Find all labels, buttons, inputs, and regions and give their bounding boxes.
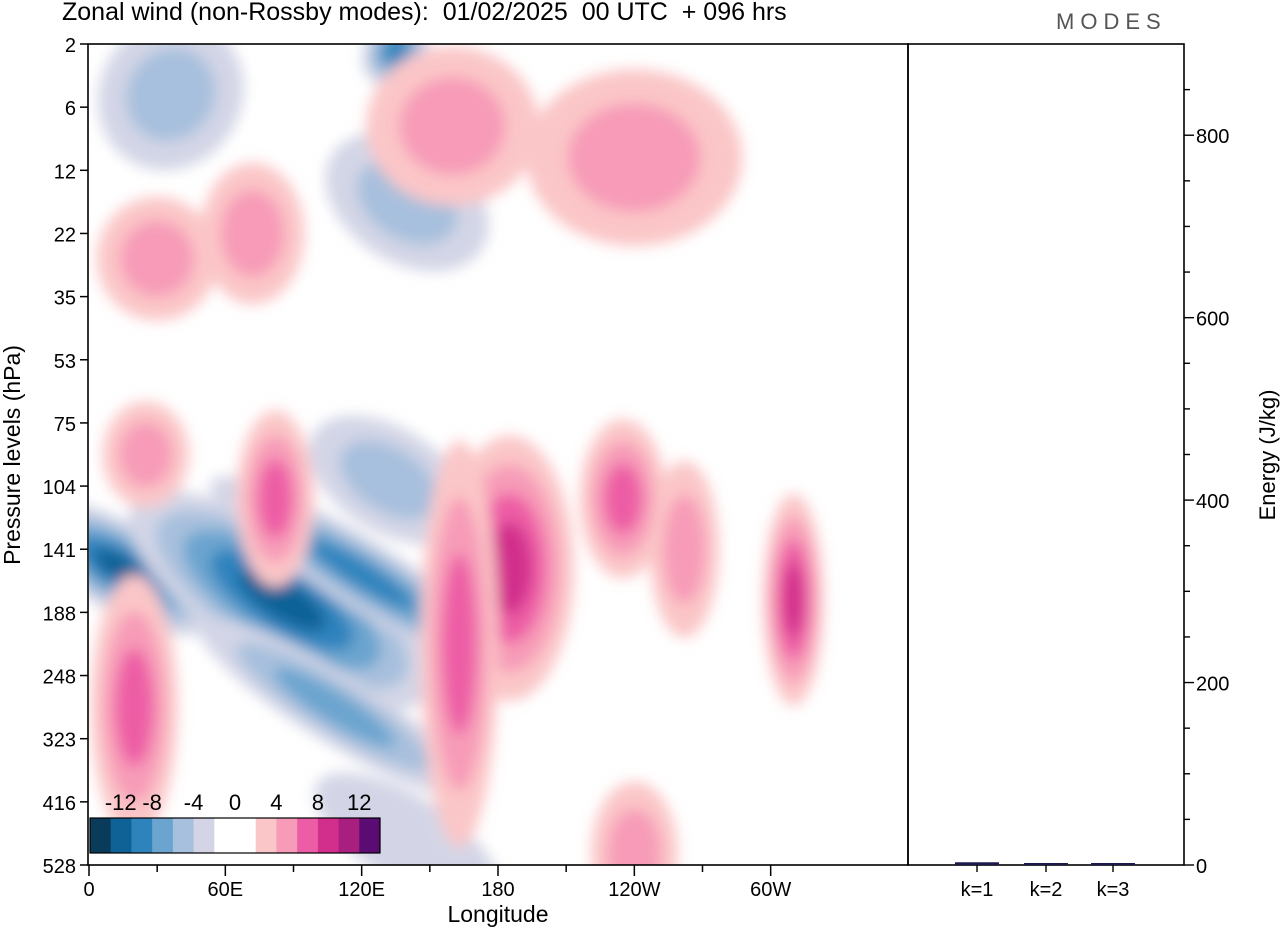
- y-tick-label: 188: [43, 603, 76, 625]
- westerly-contour-23-1: [119, 220, 195, 297]
- energy-axis-label: Energy (J/kg): [1255, 390, 1280, 521]
- colorbar-swatch: [359, 818, 381, 853]
- colorbar-label: 0: [229, 790, 241, 815]
- x-tick-label: 120E: [338, 879, 385, 901]
- westerly-contour-24-1: [607, 808, 661, 865]
- y-axis-label: Pressure levels (hPa): [0, 345, 25, 565]
- colorbar-swatch: [317, 818, 340, 853]
- colorbar-swatch: [297, 818, 319, 853]
- westerly-contour-13-2: [442, 553, 477, 735]
- x-tick-label: 180: [481, 879, 514, 901]
- colorbar-label: 12: [347, 790, 371, 815]
- westerly-contour-14-2: [603, 463, 643, 535]
- x-tick-label: 120W: [608, 879, 660, 901]
- energy-category-label: k=2: [1030, 879, 1063, 901]
- colorbar-label: 4: [270, 790, 282, 815]
- y-tick-label: 141: [43, 540, 76, 562]
- colorbar-label: -8: [142, 790, 162, 815]
- colorbar-swatch: [338, 818, 360, 853]
- energy-tick-label: 800: [1196, 126, 1229, 148]
- westerly-contour-19-1: [119, 421, 173, 488]
- energy-category-label: k=3: [1097, 879, 1130, 901]
- easterly-contour-6-1: [339, 440, 439, 520]
- energy-tick-label: 200: [1196, 674, 1229, 696]
- colorbar-swatch: [276, 818, 298, 853]
- energy-category-label: k=1: [961, 879, 994, 901]
- westerly-contour-22-1: [220, 189, 285, 277]
- colorbar-swatch: [131, 818, 153, 853]
- energy-tick-label: 600: [1196, 309, 1229, 331]
- colorbar-swatch: [172, 818, 195, 853]
- x-tick-label: 60E: [208, 879, 244, 901]
- easterly-contour-8-1: [126, 47, 216, 142]
- title: Zonal wind (non-Rossby modes): 01/02/202…: [62, 0, 787, 26]
- y-tick-label: 323: [43, 730, 76, 752]
- colorbar-label: -4: [184, 790, 204, 815]
- energy-bar-k=2: [1024, 863, 1068, 865]
- y-tick-label: 22: [54, 224, 76, 246]
- colorbar-swatch: [90, 818, 112, 853]
- colorbar-swatch: [193, 818, 215, 853]
- y-tick-label: 6: [65, 98, 76, 120]
- x-axis-label: Longitude: [447, 901, 548, 927]
- colorbar-swatch: [110, 818, 132, 853]
- easterly-contour-4-3: [309, 540, 415, 609]
- easterly-contour-3-4: [238, 568, 327, 631]
- colorbar-swatch: [152, 818, 174, 853]
- y-tick-label: 75: [54, 414, 76, 436]
- colorbar-swatch: [255, 818, 277, 853]
- westerly-contour-16-3: [782, 562, 804, 637]
- colorbar-swatch: [235, 818, 257, 853]
- y-tick-label: 248: [43, 667, 76, 689]
- westerly-contour-20-1: [399, 77, 506, 176]
- colorbar-frame: [89, 817, 381, 854]
- y-axis-pressure: 2 6 12 22 35 53 75 104 141 188 248 323 416 528: [43, 35, 88, 878]
- colorbar-label: 8: [312, 790, 324, 815]
- westerly-contour-17-2: [115, 648, 154, 767]
- easterly-contour-5-2: [273, 667, 395, 747]
- westerly-contour-18-2: [258, 459, 293, 539]
- westerly-contour-15-1: [663, 494, 706, 604]
- x-tick-label: 0: [83, 879, 94, 901]
- westerly-contour-12-3: [486, 522, 532, 615]
- colorbar-swatch: [214, 818, 236, 853]
- y-tick-label: 53: [54, 351, 76, 373]
- y-tick-label: 416: [43, 793, 76, 815]
- colorbar: -12 -8 -4 0 4 8 12: [89, 790, 381, 854]
- energy-bar-k=3: [1091, 863, 1135, 865]
- y-tick-label: 104: [43, 477, 76, 499]
- brand-logo: MODES: [1056, 9, 1167, 34]
- energy-tick-label: 0: [1196, 856, 1207, 878]
- colorbar-label: -12: [105, 790, 137, 815]
- easterly-contour-10-0: [314, 772, 500, 865]
- y-tick-label: 528: [43, 856, 76, 878]
- x-axis-longitude: 0 60E 120E 180 120W 60W: [83, 865, 791, 901]
- energy-bar-k=1: [955, 862, 999, 865]
- easterly-contour-7-3: [384, 44, 408, 64]
- contour-field: [89, 44, 907, 865]
- energy-tick-label: 400: [1196, 491, 1229, 513]
- y-tick-label: 35: [54, 288, 76, 310]
- y-tick-label: 12: [54, 161, 76, 183]
- x-tick-label: 60W: [750, 879, 791, 901]
- westerly-contour-21-1: [567, 103, 701, 213]
- y-tick-label: 2: [65, 35, 76, 57]
- energy-panel: 0 200 400 600 800 k=1 k=2 k=3: [955, 88, 1229, 901]
